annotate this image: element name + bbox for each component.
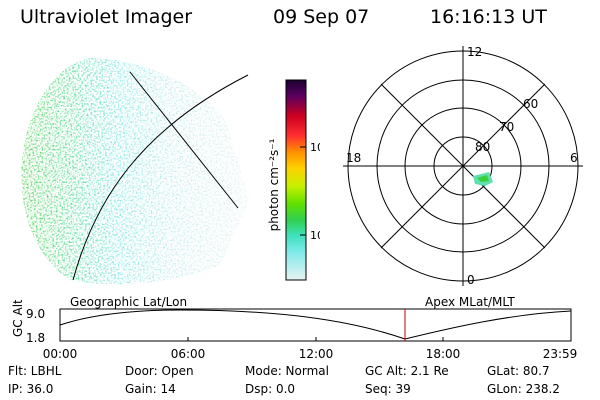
lat-label-60: 60 — [523, 97, 538, 111]
earth-disk-emission — [21, 58, 250, 285]
gain-info: Gain: 14 — [125, 382, 176, 396]
geographic-image — [21, 58, 250, 285]
colorbar-tick-label: 10 — [310, 229, 320, 242]
geographic-lon-info: GLon: 238.2 — [487, 382, 560, 396]
mlt-label-12: 12 — [467, 45, 482, 59]
sequence-info: Seq: 39 — [365, 382, 411, 396]
lat-label-70: 70 — [499, 120, 514, 134]
longitude-grid-line — [129, 71, 239, 209]
time-tick-label: 12:00 — [299, 347, 334, 361]
altitude-strip-frame — [59, 308, 572, 342]
altitude-tick-label: 1.8 — [26, 331, 45, 345]
mlt-diagonal — [380, 83, 546, 249]
altitude-strip: GC Alt 9.0 1.8 00:00 06:00 12:00 18:00 2… — [11, 300, 578, 361]
geographic-lat-info: GLat: 80.7 — [487, 364, 550, 378]
lat-label-80: 80 — [475, 140, 490, 154]
mode-info: Mode: Normal — [245, 364, 329, 378]
door-info: Door: Open — [125, 364, 194, 378]
mlt-label-18: 18 — [346, 151, 361, 165]
mlt-label-0: 0 — [467, 273, 475, 287]
time-tick-label: 18:00 — [426, 347, 461, 361]
right-panel-label: Apex MLat/MLT — [425, 295, 515, 309]
colorbar-gradient — [285, 79, 307, 281]
latitude-grid-line — [72, 74, 249, 281]
mlt-label-6: 6 — [570, 151, 578, 165]
altitude-tick-label: 9.0 — [26, 307, 45, 321]
time-tick-label: 06:00 — [171, 347, 206, 361]
instrument-title: Ultraviolet Imager — [20, 6, 193, 28]
altitude-curve — [59, 309, 572, 340]
image-time: 16:16:13 UT — [430, 6, 547, 28]
colorbar-unit-label: photon cm⁻²s⁻¹ — [267, 138, 281, 231]
ip-info: IP: 36.0 — [8, 382, 54, 396]
time-tick-label: 00:00 — [43, 347, 78, 361]
dsp-info: Dsp: 0.0 — [245, 382, 296, 396]
altitude-axis-label: GC Alt — [11, 300, 25, 337]
polar-plot: 12 18 6 0 60 70 80 — [343, 45, 583, 287]
filter-info: Flt: LBHL — [8, 364, 62, 378]
colorbar-tick-label: 100 — [310, 141, 320, 154]
time-tick-label: 23:59 — [543, 347, 578, 361]
auroral-emission-core — [477, 175, 489, 182]
image-date: 09 Sep 07 — [273, 6, 370, 28]
colorbar: 100 10 photon cm⁻²s⁻¹ — [267, 79, 320, 281]
left-panel-label: Geographic Lat/Lon — [70, 295, 188, 309]
gc-altitude-info: GC Alt: 2.1 Re — [365, 364, 449, 378]
